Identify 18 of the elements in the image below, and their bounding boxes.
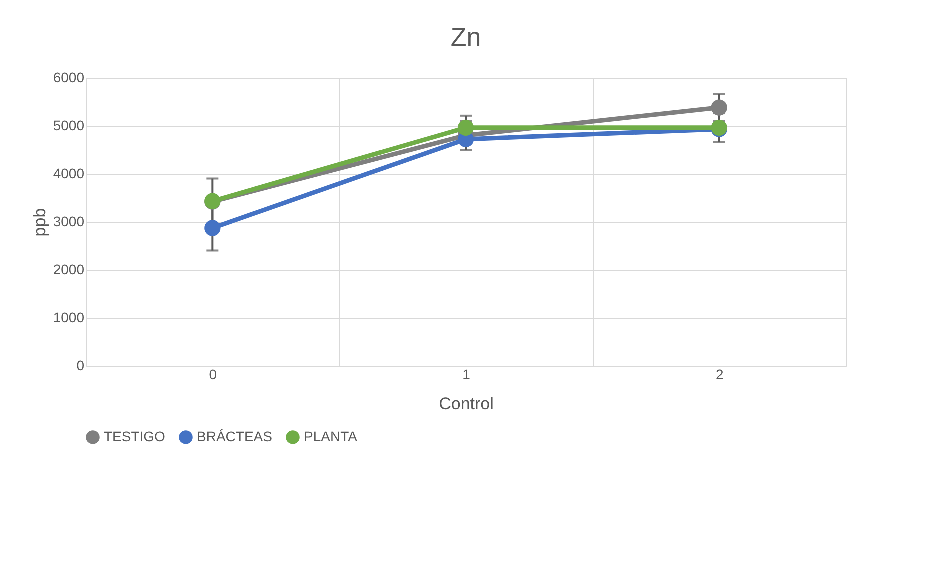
y-tick-label: 6000 <box>53 70 85 86</box>
legend-label: TESTIGO <box>104 428 166 444</box>
x-axis-title: Control <box>439 394 494 414</box>
point <box>204 220 221 236</box>
x-tick-label: 2 <box>716 366 724 382</box>
point <box>458 120 474 136</box>
legend-label: PLANTA <box>304 428 358 444</box>
y-tick-label: 4000 <box>53 166 85 182</box>
chart-title: Zn <box>450 22 482 52</box>
x-tick-label: 1 <box>462 366 471 382</box>
y-tick-label: 1000 <box>53 310 85 326</box>
y-tick-label: 2000 <box>53 262 85 278</box>
y-tick-label: 3000 <box>53 214 85 230</box>
point <box>711 100 728 116</box>
x-tick-label: 0 <box>209 366 218 382</box>
legend-label: BRÁCTEAS <box>197 428 272 444</box>
y-axis-title: ppb <box>30 208 50 237</box>
y-tick-label: 5000 <box>53 118 85 134</box>
